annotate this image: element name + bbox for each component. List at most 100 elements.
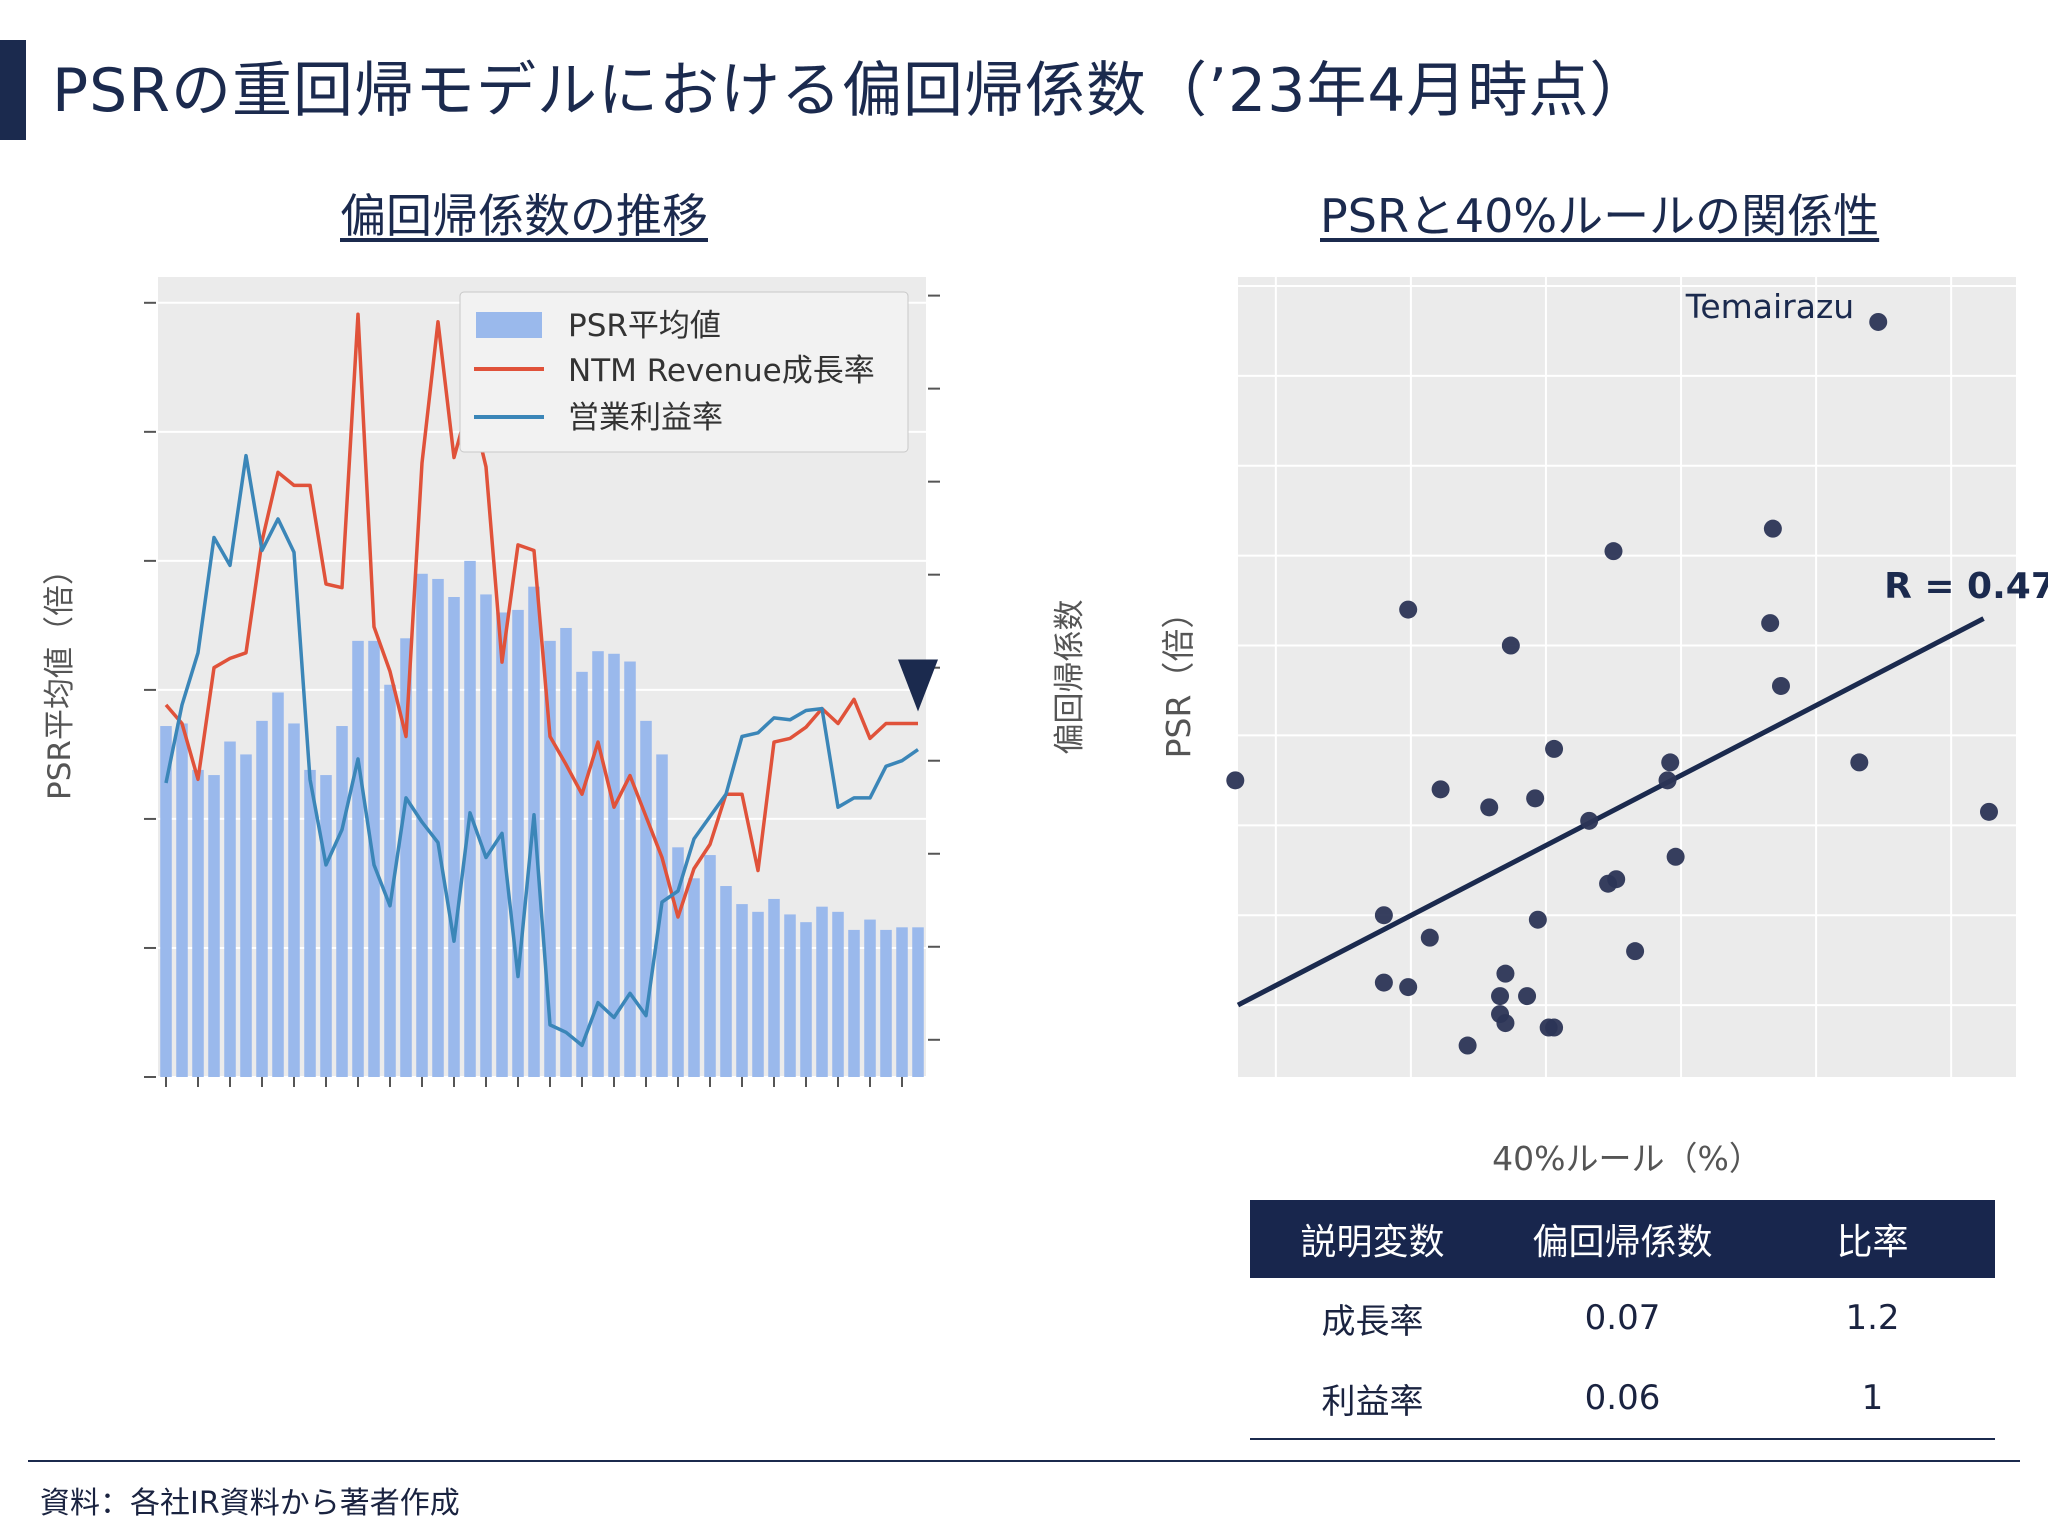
psr-bar <box>848 929 860 1077</box>
psr-bar <box>560 627 572 1077</box>
scatter-point <box>1658 771 1677 790</box>
psr-bar <box>208 775 220 1077</box>
table-header-ratio: 比率 <box>1750 1200 1995 1278</box>
left-y-axis-label: PSR平均値（倍） <box>42 554 78 800</box>
latest-value-marker-icon <box>898 659 938 712</box>
scatter-point <box>1496 964 1515 983</box>
table-row: 成長率 0.07 1.2 <box>1250 1278 1995 1358</box>
psr-bar <box>432 578 444 1077</box>
psr-bar <box>784 914 796 1077</box>
scatter-point <box>1420 928 1439 947</box>
psr-bar <box>624 661 636 1077</box>
scatter-x-axis-label: 40%ルール（%） <box>1492 1139 1762 1178</box>
psr-bar <box>480 594 492 1077</box>
psr-bar <box>272 692 284 1077</box>
regression-line <box>1236 616 1985 1008</box>
psr-bar <box>704 855 716 1077</box>
table-header-row: 説明変数 偏回帰係数 比率 <box>1250 1200 1995 1278</box>
scatter-y-axis-label: PSR（倍） <box>1159 596 1198 759</box>
scatter-point <box>1580 811 1599 830</box>
scatter-point <box>1226 771 1245 790</box>
table-cell: 成長率 <box>1321 1301 1424 1342</box>
psr-bar <box>416 573 428 1077</box>
psr-bar <box>592 651 604 1077</box>
psr-bar <box>912 927 924 1077</box>
legend-label-growth: NTM Revenue成長率 <box>568 353 875 389</box>
psr-bar <box>320 775 332 1077</box>
scatter-point <box>1501 636 1520 655</box>
scatter-point <box>1771 676 1790 695</box>
temairazu-point-label: Temairazu <box>1685 287 1854 326</box>
source-note: 資料：各社IR資料から著者作成 <box>40 1486 460 1521</box>
legend-label-margin: 営業利益率 <box>568 400 723 436</box>
psr-40-rule-scatter: 40%ルール（%） PSR（倍） Temairazu R = 0.47 <box>1159 277 2048 1178</box>
operating-margin-line <box>164 453 919 1048</box>
psr-bar <box>336 726 348 1077</box>
scatter-point <box>1666 847 1685 866</box>
psr-bar <box>400 638 412 1077</box>
scatter-point <box>1374 973 1393 992</box>
psr-bar <box>192 769 204 1077</box>
left-chart-title: 偏回帰係数の推移 <box>340 189 708 243</box>
table-cell: 0.06 <box>1495 1358 1750 1440</box>
scatter-point <box>1869 312 1888 331</box>
scatter-point <box>1661 753 1680 772</box>
psr-bar <box>688 878 700 1077</box>
scatter-point <box>1458 1036 1477 1055</box>
psr-bar <box>640 720 652 1077</box>
scatter-point <box>1763 519 1782 538</box>
scatter-point <box>1526 789 1545 808</box>
psr-bar <box>304 769 316 1077</box>
scatter-plot-background <box>1238 277 2016 1077</box>
psr-bar <box>176 723 188 1077</box>
psr-bar <box>256 720 268 1077</box>
psr-bar <box>832 911 844 1077</box>
table-row: 利益率 0.06 1 <box>1250 1358 1995 1440</box>
psr-bar <box>736 904 748 1077</box>
psr-bar <box>224 741 236 1077</box>
table-cell: 1 <box>1750 1358 1995 1440</box>
page-title: PSRの重回帰モデルにおける偏回帰係数（’23年4月時点） <box>52 56 1651 126</box>
scatter-point <box>1604 542 1623 561</box>
coefficient-table: 説明変数 偏回帰係数 比率 成長率 0.07 1.2 利益率 0.06 1 <box>1250 1200 1995 1440</box>
scatter-point <box>1607 870 1626 889</box>
psr-bar <box>352 640 364 1077</box>
psr-bar <box>160 726 172 1077</box>
table-cell: 1.2 <box>1845 1298 1900 1338</box>
chart-legend: PSR平均値 NTM Revenue成長率 営業利益率 <box>459 291 909 453</box>
psr-bar <box>656 754 668 1077</box>
psr-bar <box>288 723 300 1077</box>
psr-bar <box>896 927 908 1077</box>
scatter-point <box>1850 753 1869 772</box>
psr-bar <box>880 929 892 1077</box>
correlation-annotation: R = 0.47 <box>1884 566 2048 607</box>
scatter-point <box>1761 614 1780 633</box>
psr-bar <box>608 653 620 1077</box>
psr-bar <box>448 597 460 1077</box>
psr-bar <box>816 906 828 1077</box>
scatter-point <box>1528 910 1547 929</box>
growth-rate-line <box>164 312 918 919</box>
scatter-point <box>1399 978 1418 997</box>
scatter-point <box>1431 780 1450 799</box>
scatter-point <box>1518 987 1537 1006</box>
psr-bar <box>768 898 780 1077</box>
psr-bar <box>384 684 396 1077</box>
scatter-point <box>1545 739 1564 758</box>
title-accent-bar <box>0 40 26 140</box>
psr-bar <box>864 919 876 1077</box>
scatter-point <box>1399 600 1418 619</box>
scatter-point <box>1979 802 1998 821</box>
psr-bar <box>576 671 588 1077</box>
scatter-point <box>1480 798 1499 817</box>
legend-label-psr: PSR平均値 <box>568 308 721 344</box>
legend-box <box>459 291 909 453</box>
table-cell: 0.07 <box>1584 1298 1661 1338</box>
table-header-variable: 説明変数 <box>1250 1200 1495 1278</box>
scatter-point <box>1491 987 1510 1006</box>
scatter-point <box>1374 906 1393 925</box>
scatter-point <box>1626 942 1645 961</box>
psr-bar <box>544 640 556 1077</box>
scatter-point <box>1545 1018 1564 1037</box>
table-header-coefficient: 偏回帰係数 <box>1495 1200 1750 1278</box>
